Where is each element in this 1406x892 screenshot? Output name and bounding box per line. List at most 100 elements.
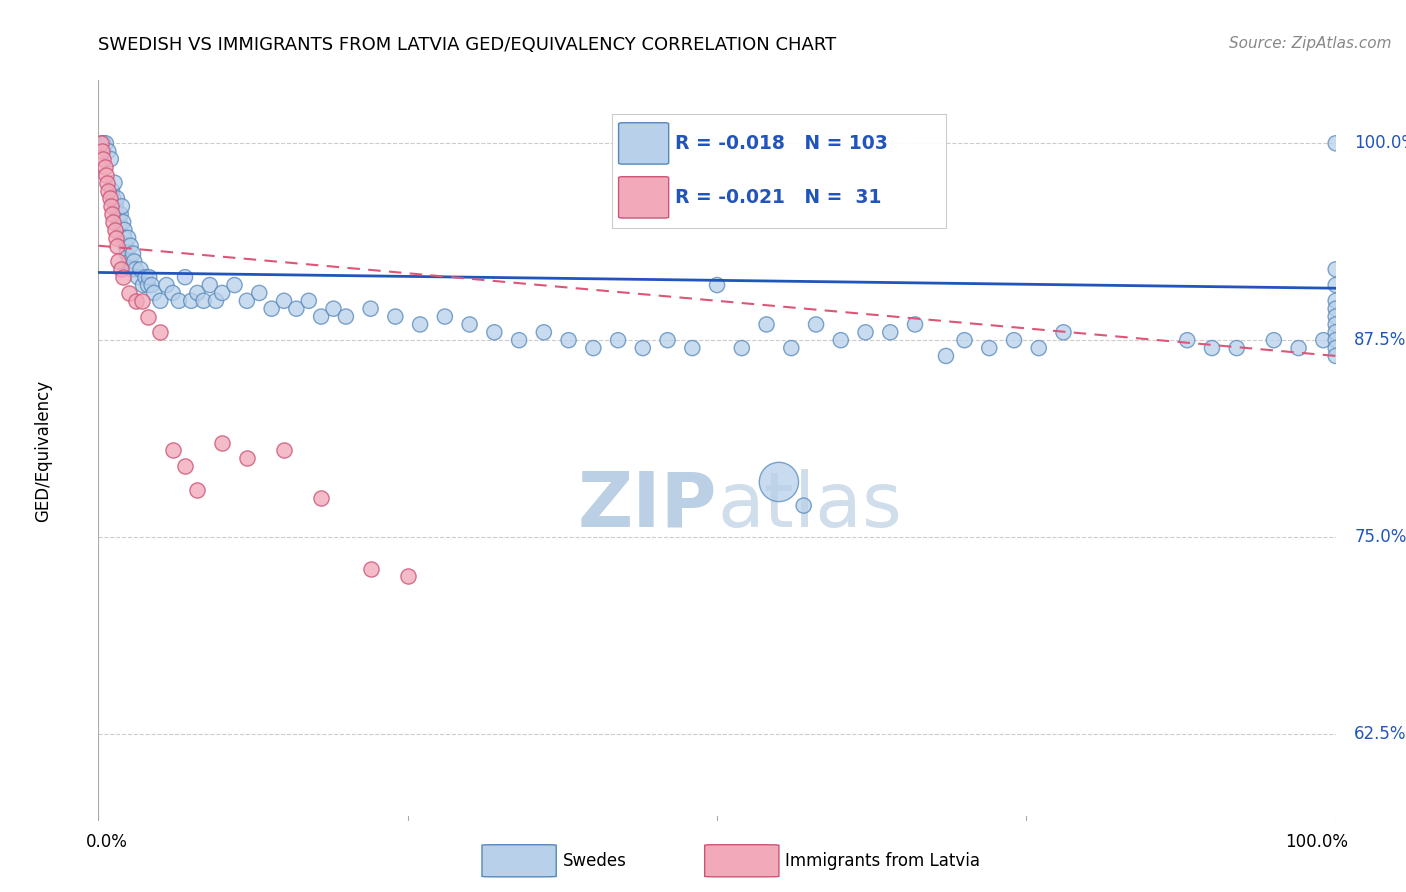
Point	[508, 333, 530, 347]
Point	[129, 262, 152, 277]
Point	[103, 191, 125, 205]
FancyBboxPatch shape	[619, 177, 669, 218]
Point	[97, 184, 120, 198]
Point	[97, 144, 120, 158]
Point	[118, 254, 141, 268]
Text: 75.0%: 75.0%	[1354, 528, 1406, 546]
Point	[91, 144, 114, 158]
Point	[657, 333, 679, 347]
Point	[631, 341, 654, 355]
Point	[104, 199, 127, 213]
Point	[100, 199, 122, 213]
Text: 100.0%: 100.0%	[1285, 833, 1348, 851]
Point	[162, 285, 184, 300]
Point	[396, 569, 419, 583]
FancyBboxPatch shape	[704, 845, 779, 877]
Text: atlas: atlas	[717, 468, 901, 542]
Point	[155, 278, 177, 293]
Point	[174, 459, 197, 474]
Point	[793, 499, 815, 513]
Point	[105, 238, 128, 252]
Point	[112, 223, 135, 237]
Point	[309, 310, 332, 324]
Point	[124, 293, 146, 308]
Point	[298, 293, 321, 308]
Point	[98, 191, 121, 205]
Point	[90, 136, 112, 151]
Point	[122, 246, 145, 260]
Point	[360, 301, 382, 316]
Text: 87.5%: 87.5%	[1354, 331, 1406, 349]
Point	[93, 136, 115, 151]
Point	[879, 326, 901, 340]
Point	[1288, 341, 1310, 355]
Point	[167, 293, 190, 308]
Point	[110, 262, 132, 277]
Point	[904, 318, 927, 332]
Point	[804, 318, 827, 332]
Text: Swedes: Swedes	[562, 852, 626, 870]
Point	[112, 231, 135, 245]
Point	[360, 561, 382, 575]
Point	[607, 333, 630, 347]
Point	[273, 443, 295, 458]
Point	[224, 278, 246, 293]
Point	[91, 136, 114, 151]
Point	[335, 310, 357, 324]
Point	[104, 231, 127, 245]
Point	[103, 223, 125, 237]
Point	[855, 326, 877, 340]
Point	[162, 443, 184, 458]
Point	[681, 341, 703, 355]
Point	[557, 333, 579, 347]
Point	[458, 318, 481, 332]
Text: GED/Equivalency: GED/Equivalency	[34, 379, 52, 522]
Point	[180, 293, 202, 308]
Point	[706, 278, 728, 293]
Point	[118, 285, 141, 300]
Point	[1324, 318, 1347, 332]
Point	[409, 318, 432, 332]
Point	[260, 301, 283, 316]
Point	[1002, 333, 1025, 347]
Text: Source: ZipAtlas.com: Source: ZipAtlas.com	[1229, 36, 1392, 51]
Point	[1324, 349, 1347, 363]
FancyBboxPatch shape	[619, 123, 669, 164]
Point	[384, 310, 406, 324]
Point	[96, 176, 118, 190]
Point	[112, 270, 135, 285]
Point	[127, 270, 149, 285]
Point	[1028, 341, 1050, 355]
Text: R = -0.021   N =  31: R = -0.021 N = 31	[675, 188, 882, 207]
Point	[1052, 326, 1074, 340]
Point	[103, 215, 125, 229]
Point	[1324, 301, 1347, 316]
Point	[236, 293, 259, 308]
Point	[108, 215, 131, 229]
Text: SWEDISH VS IMMIGRANTS FROM LATVIA GED/EQUIVALENCY CORRELATION CHART: SWEDISH VS IMMIGRANTS FROM LATVIA GED/EQ…	[98, 36, 837, 54]
Point	[953, 333, 976, 347]
Point	[105, 191, 128, 205]
Point	[211, 285, 233, 300]
Point	[1201, 341, 1223, 355]
Point	[1324, 293, 1347, 308]
Point	[103, 176, 125, 190]
Point	[731, 341, 754, 355]
Point	[107, 207, 129, 221]
Point	[174, 270, 197, 285]
Point	[132, 278, 155, 293]
Point	[211, 435, 233, 450]
Point	[433, 310, 456, 324]
Point	[273, 293, 295, 308]
Point	[1324, 333, 1347, 347]
Point	[100, 152, 122, 166]
Point	[186, 483, 208, 497]
Point	[1324, 310, 1347, 324]
Point	[93, 160, 115, 174]
Point	[134, 270, 156, 285]
Point	[1312, 333, 1334, 347]
Point	[111, 199, 134, 213]
Point	[112, 215, 135, 229]
Point	[309, 491, 332, 505]
Text: Immigrants from Latvia: Immigrants from Latvia	[785, 852, 980, 870]
